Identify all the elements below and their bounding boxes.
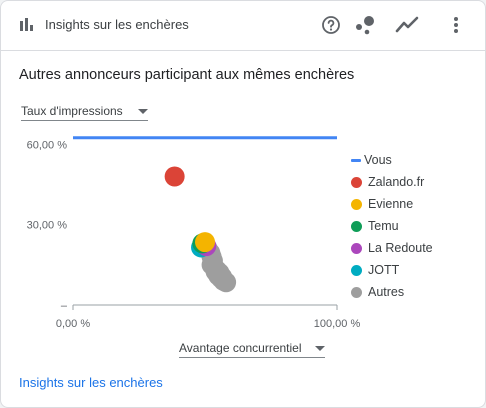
legend-item[interactable]: Vous [351,149,433,171]
x-tick-label: 0,00 % [56,318,90,330]
y-tick-label: 30,00 % [27,220,68,232]
legend-item[interactable]: Evienne [351,193,433,215]
y-tick-label: 60,00 % [27,139,68,151]
scatter-view-button[interactable] [353,13,377,37]
y-metric-dropdown[interactable]: Taux d'impressions [21,102,148,121]
y-tick-label: – [61,300,68,312]
scatter-point-evienne[interactable] [195,232,215,253]
x-metric-dropdown[interactable]: Avantage concurrentiel [179,339,325,358]
chevron-down-icon [315,345,325,351]
legend-item[interactable]: Zalando.fr [351,171,433,193]
legend-dot-swatch [351,264,362,276]
legend-item[interactable]: Autres [351,281,433,303]
legend-label: Temu [368,219,399,233]
legend-label: Evienne [368,197,414,211]
x-metric-label: Avantage concurrentiel [179,341,302,355]
scatter-point-autres[interactable] [209,262,230,283]
help-button[interactable] [319,13,343,37]
legend-dot-swatch [351,198,362,210]
legend-label: Zalando.fr [368,175,425,189]
legend-dot-swatch [351,176,362,188]
trend-view-button[interactable] [395,13,419,37]
auction-insights-link[interactable]: Insights sur les enchères [19,375,163,390]
scatter-point-zalando-fr[interactable] [164,166,185,187]
legend-dot-swatch [351,242,362,254]
card-title: Insights sur les enchères [45,17,189,32]
legend-line-swatch [351,158,361,162]
scatter-icon [356,16,374,35]
legend-label: La Redoute [368,241,433,255]
legend-label: Vous [364,153,392,167]
y-metric-label: Taux d'impressions [21,104,123,118]
more-vert-icon [454,17,458,33]
chevron-down-icon [138,108,148,114]
legend-item[interactable]: La Redoute [351,237,433,259]
help-icon [322,16,340,34]
legend-dot-swatch [351,286,362,298]
chart-legend: Vous Zalando.fr Evienne Temu La Redoute JOTT A… [351,149,433,303]
trend-icon [395,16,419,33]
legend-dot-swatch [351,220,362,232]
legend-label: Autres [368,285,405,299]
scatter-chart: 60,00 % 30,00 % – 0,00 % 100,00 % [27,136,361,330]
x-tick-label: 100,00 % [314,318,361,330]
legend-item[interactable]: JOTT [351,259,433,281]
section-title: Autres annonceurs participant aux mêmes … [19,67,355,83]
legend-label: JOTT [368,263,400,277]
more-options-button[interactable] [444,13,468,37]
bar-chart-icon [20,18,33,31]
card-header: Insights sur les enchères [1,1,485,51]
legend-item[interactable]: Temu [351,215,433,237]
